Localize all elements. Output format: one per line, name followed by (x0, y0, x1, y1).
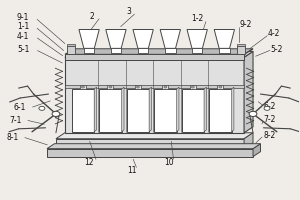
Polygon shape (65, 57, 244, 133)
Bar (192, 48, 202, 53)
Bar (84, 48, 94, 53)
Text: 5-1: 5-1 (17, 45, 29, 54)
Bar (111, 48, 121, 53)
Text: 12: 12 (84, 158, 94, 167)
Text: 6-1: 6-1 (13, 103, 26, 112)
Circle shape (264, 106, 270, 110)
Circle shape (39, 106, 45, 110)
Text: 2: 2 (89, 12, 94, 21)
Polygon shape (149, 87, 152, 132)
Circle shape (249, 111, 257, 116)
Polygon shape (106, 29, 126, 48)
Bar (217, 85, 223, 89)
Bar (219, 48, 230, 53)
Bar (99, 89, 122, 132)
Polygon shape (56, 139, 244, 149)
Bar (135, 85, 141, 89)
Polygon shape (94, 87, 97, 132)
Text: 7-1: 7-1 (9, 116, 21, 125)
Bar (165, 48, 175, 53)
Polygon shape (244, 133, 253, 149)
Text: 3: 3 (127, 7, 131, 16)
Polygon shape (47, 144, 260, 149)
Polygon shape (244, 51, 253, 133)
Polygon shape (47, 149, 253, 157)
Circle shape (136, 86, 140, 88)
Polygon shape (177, 87, 179, 132)
Text: 11: 11 (127, 166, 137, 175)
Polygon shape (65, 54, 244, 60)
Bar (209, 89, 232, 132)
Polygon shape (65, 85, 244, 88)
Polygon shape (122, 87, 124, 132)
Text: 7-2: 7-2 (263, 115, 276, 124)
Polygon shape (56, 133, 253, 139)
Circle shape (219, 86, 222, 88)
Polygon shape (160, 29, 181, 48)
Text: 4-2: 4-2 (268, 29, 280, 38)
Polygon shape (133, 29, 153, 48)
Bar (237, 46, 245, 54)
Circle shape (109, 86, 112, 88)
Text: 9-1: 9-1 (17, 13, 29, 22)
Text: 6-2: 6-2 (263, 102, 276, 111)
Bar (182, 89, 204, 132)
Bar (80, 85, 86, 89)
Text: 4-1: 4-1 (17, 32, 29, 41)
Bar (162, 85, 168, 89)
Polygon shape (79, 29, 99, 48)
Text: 5-2: 5-2 (271, 45, 283, 54)
Bar (138, 48, 148, 53)
Bar (107, 85, 113, 89)
Bar (67, 44, 75, 46)
Bar (190, 85, 196, 89)
Text: 1-2: 1-2 (192, 14, 204, 23)
Text: 9-2: 9-2 (239, 20, 252, 29)
Bar (72, 89, 94, 132)
Circle shape (164, 86, 167, 88)
Polygon shape (232, 87, 234, 132)
Polygon shape (65, 51, 253, 57)
Text: 8-1: 8-1 (7, 133, 19, 142)
Polygon shape (253, 144, 260, 157)
Bar (67, 46, 75, 54)
Polygon shape (214, 29, 235, 48)
Circle shape (191, 86, 194, 88)
Text: 1-1: 1-1 (17, 22, 29, 31)
Bar (237, 44, 245, 46)
Polygon shape (187, 29, 207, 48)
Text: 10: 10 (165, 158, 174, 167)
Circle shape (82, 86, 85, 88)
Bar (154, 89, 177, 132)
Text: 8-2: 8-2 (263, 131, 276, 140)
Circle shape (52, 111, 60, 116)
Bar (127, 89, 149, 132)
Polygon shape (244, 49, 253, 54)
Polygon shape (204, 87, 206, 132)
Polygon shape (65, 49, 253, 54)
